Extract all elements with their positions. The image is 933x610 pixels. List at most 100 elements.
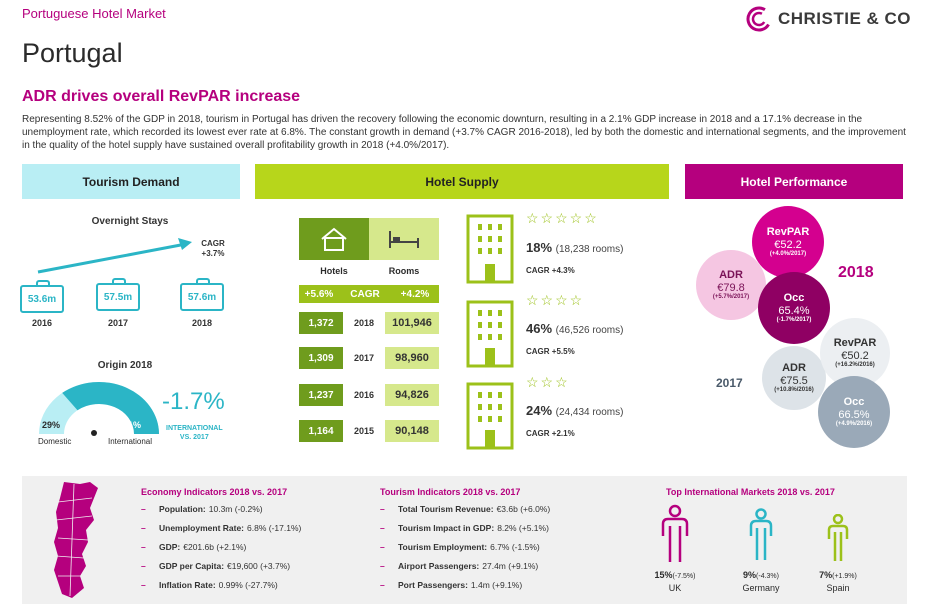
supply-row: 1,164 2015 90,148 bbox=[299, 420, 439, 442]
adr-2018-bubble: ADR €79.8 (+5.7%/2017) bbox=[696, 250, 766, 320]
page-title: Portugal bbox=[22, 38, 123, 68]
market-name: UK bbox=[668, 583, 682, 593]
list-item: – Unemployment Rate: 6.8% (-17.1%) bbox=[141, 522, 301, 541]
brand-name: CHRISTIE & CO bbox=[777, 9, 911, 28]
market-name: Germany bbox=[742, 583, 780, 593]
cagr-value: +3.7% bbox=[201, 249, 225, 258]
germany-person-icon bbox=[749, 508, 773, 560]
indicator-value: 6.8% (-17.1%) bbox=[247, 523, 302, 533]
adr-2017-bubble: ADR €75.5 (+10.8%/2016) bbox=[762, 346, 826, 410]
category-cagr: CAGR +5.5% bbox=[526, 347, 575, 356]
rooms-icon-tile bbox=[369, 218, 439, 260]
year-2017-label: 2017 bbox=[716, 376, 743, 390]
indicator-value: 8.2% (+5.1%) bbox=[497, 523, 549, 533]
supply-year: 2017 bbox=[353, 353, 375, 363]
occ-2017-bubble: Occ 66.5% (+4.9%/2016) bbox=[818, 376, 890, 448]
bubble-change: (+10.8%/2016) bbox=[774, 387, 814, 394]
occ-2018-bubble: Occ 65.4% (-1.7%/2017) bbox=[758, 272, 830, 344]
markets-title: Top International Markets 2018 vs. 2017 bbox=[666, 487, 835, 497]
international-change-caption: INTERNATIONAL VS. 2017 bbox=[166, 424, 223, 442]
cagr-text: CAGR bbox=[201, 239, 225, 248]
indicator-label: Inflation Rate: bbox=[159, 580, 216, 590]
origin-title: Origin 2018 bbox=[97, 360, 153, 371]
hotel-performance-header: Hotel Performance bbox=[685, 164, 903, 199]
list-item: – GDP per Capita: €19,600 (+3.7%) bbox=[141, 560, 301, 579]
caption-line: INTERNATIONAL bbox=[166, 425, 223, 432]
stays-year: 2017 bbox=[107, 318, 129, 328]
market-change: (+1.9%) bbox=[832, 573, 857, 580]
indicators-panel bbox=[22, 476, 907, 604]
international-pct: 71% bbox=[123, 420, 142, 430]
bubble-value: €75.5 bbox=[780, 374, 808, 387]
rooms-label: Rooms bbox=[388, 266, 420, 276]
category-pct: 24% bbox=[526, 403, 553, 418]
supply-cagr-row: +5.6% CAGR +4.2% bbox=[299, 285, 439, 303]
market-uk: 15%(-7.5%) UK bbox=[645, 570, 705, 593]
tourism-demand-header: Tourism Demand bbox=[22, 164, 240, 199]
building-icon bbox=[466, 300, 514, 368]
category-share: 24% (24,434 rooms) bbox=[526, 403, 623, 418]
bubble-change: (+5.7%/2017) bbox=[712, 294, 750, 301]
year-2018-label: 2018 bbox=[838, 264, 874, 281]
economy-indicators-list: – Population: 10.3m (-0.2%) – Unemployment … bbox=[141, 503, 301, 598]
hotel-supply-header: Hotel Supply bbox=[255, 164, 669, 199]
bubble-value: 66.5% bbox=[838, 408, 870, 421]
supply-year: 2016 bbox=[353, 390, 375, 400]
category-pct: 18% bbox=[526, 240, 553, 255]
rooms-count: 98,960 bbox=[385, 347, 439, 369]
international-change: -1.7% bbox=[162, 388, 225, 415]
uk-person-icon bbox=[661, 504, 689, 562]
indicator-value: €201.6b (+2.1%) bbox=[183, 542, 247, 552]
supply-year: 2015 bbox=[353, 426, 375, 436]
bubble-value: €52.2 bbox=[774, 238, 802, 251]
brand-logo: CHRISTIE & CO bbox=[746, 4, 911, 34]
stays-value: 53.6m bbox=[27, 293, 57, 305]
spain-person-icon bbox=[827, 514, 849, 561]
growth-arrow-icon bbox=[37, 238, 192, 274]
rooms-cagr: +4.2% bbox=[391, 285, 439, 303]
indicator-label: Unemployment Rate: bbox=[159, 523, 245, 533]
three-star-icons: ☆☆☆ bbox=[526, 374, 570, 390]
indicator-label: Tourism Employment: bbox=[398, 542, 488, 552]
bubble-value: €79.8 bbox=[717, 281, 745, 294]
stays-value: 57.6m bbox=[187, 291, 217, 303]
economy-indicators-title: Economy Indicators 2018 vs. 2017 bbox=[141, 487, 288, 497]
brand-mark-icon bbox=[746, 6, 772, 32]
indicator-label: Population: bbox=[159, 504, 206, 514]
stays-year: 2016 bbox=[31, 318, 53, 328]
category-cagr: CAGR +4.3% bbox=[526, 266, 575, 275]
bubble-title: Occ bbox=[843, 395, 865, 408]
market-change: (-7.5%) bbox=[672, 573, 696, 580]
hotels-icon-tile bbox=[299, 218, 369, 260]
hotels-count: 1,164 bbox=[299, 420, 343, 442]
bubble-title: RevPAR bbox=[766, 225, 810, 238]
rooms-count: 90,148 bbox=[385, 420, 439, 442]
market-germany: 9%(-4.3%) Germany bbox=[731, 570, 791, 593]
category-pct: 46% bbox=[526, 321, 553, 336]
market-pct: 9% bbox=[743, 570, 757, 580]
supply-row: 1,309 2017 98,960 bbox=[299, 347, 439, 369]
cagr-label: CAGR +3.7% bbox=[196, 239, 230, 259]
stays-value: 57.5m bbox=[103, 291, 133, 303]
bubble-change: (+16.2%/2016) bbox=[835, 362, 875, 369]
overnight-stays-2016: 53.6m bbox=[20, 280, 64, 313]
overnight-stays-2017: 57.5m bbox=[96, 278, 140, 311]
building-icon bbox=[466, 214, 514, 284]
bubble-title: RevPAR bbox=[833, 336, 877, 349]
market-pct: 15% bbox=[654, 570, 673, 580]
bed-icon bbox=[389, 231, 419, 248]
building-icon bbox=[466, 382, 514, 450]
bubble-change: (+4.9%/2016) bbox=[835, 421, 873, 428]
indicator-label: GDP: bbox=[159, 542, 181, 552]
intro-paragraph: Representing 8.52% of the GDP in 2018, t… bbox=[22, 114, 906, 151]
domestic-pct: 29% bbox=[42, 420, 61, 430]
indicator-label: Tourism Impact in GDP: bbox=[398, 523, 495, 533]
bubble-change: (+4.0%/2017) bbox=[769, 251, 807, 258]
indicator-value: €3.6b (+6.0%) bbox=[496, 504, 551, 514]
rooms-count: 94,826 bbox=[385, 384, 439, 406]
hotels-count: 1,372 bbox=[299, 312, 343, 334]
tourism-indicators-list: – Total Tourism Revenue: €3.6b (+6.0%) – To… bbox=[380, 503, 550, 598]
stays-year: 2018 bbox=[191, 318, 213, 328]
market-spain: 7%(+1.9%) Spain bbox=[808, 570, 868, 593]
portugal-map-icon bbox=[54, 482, 98, 598]
